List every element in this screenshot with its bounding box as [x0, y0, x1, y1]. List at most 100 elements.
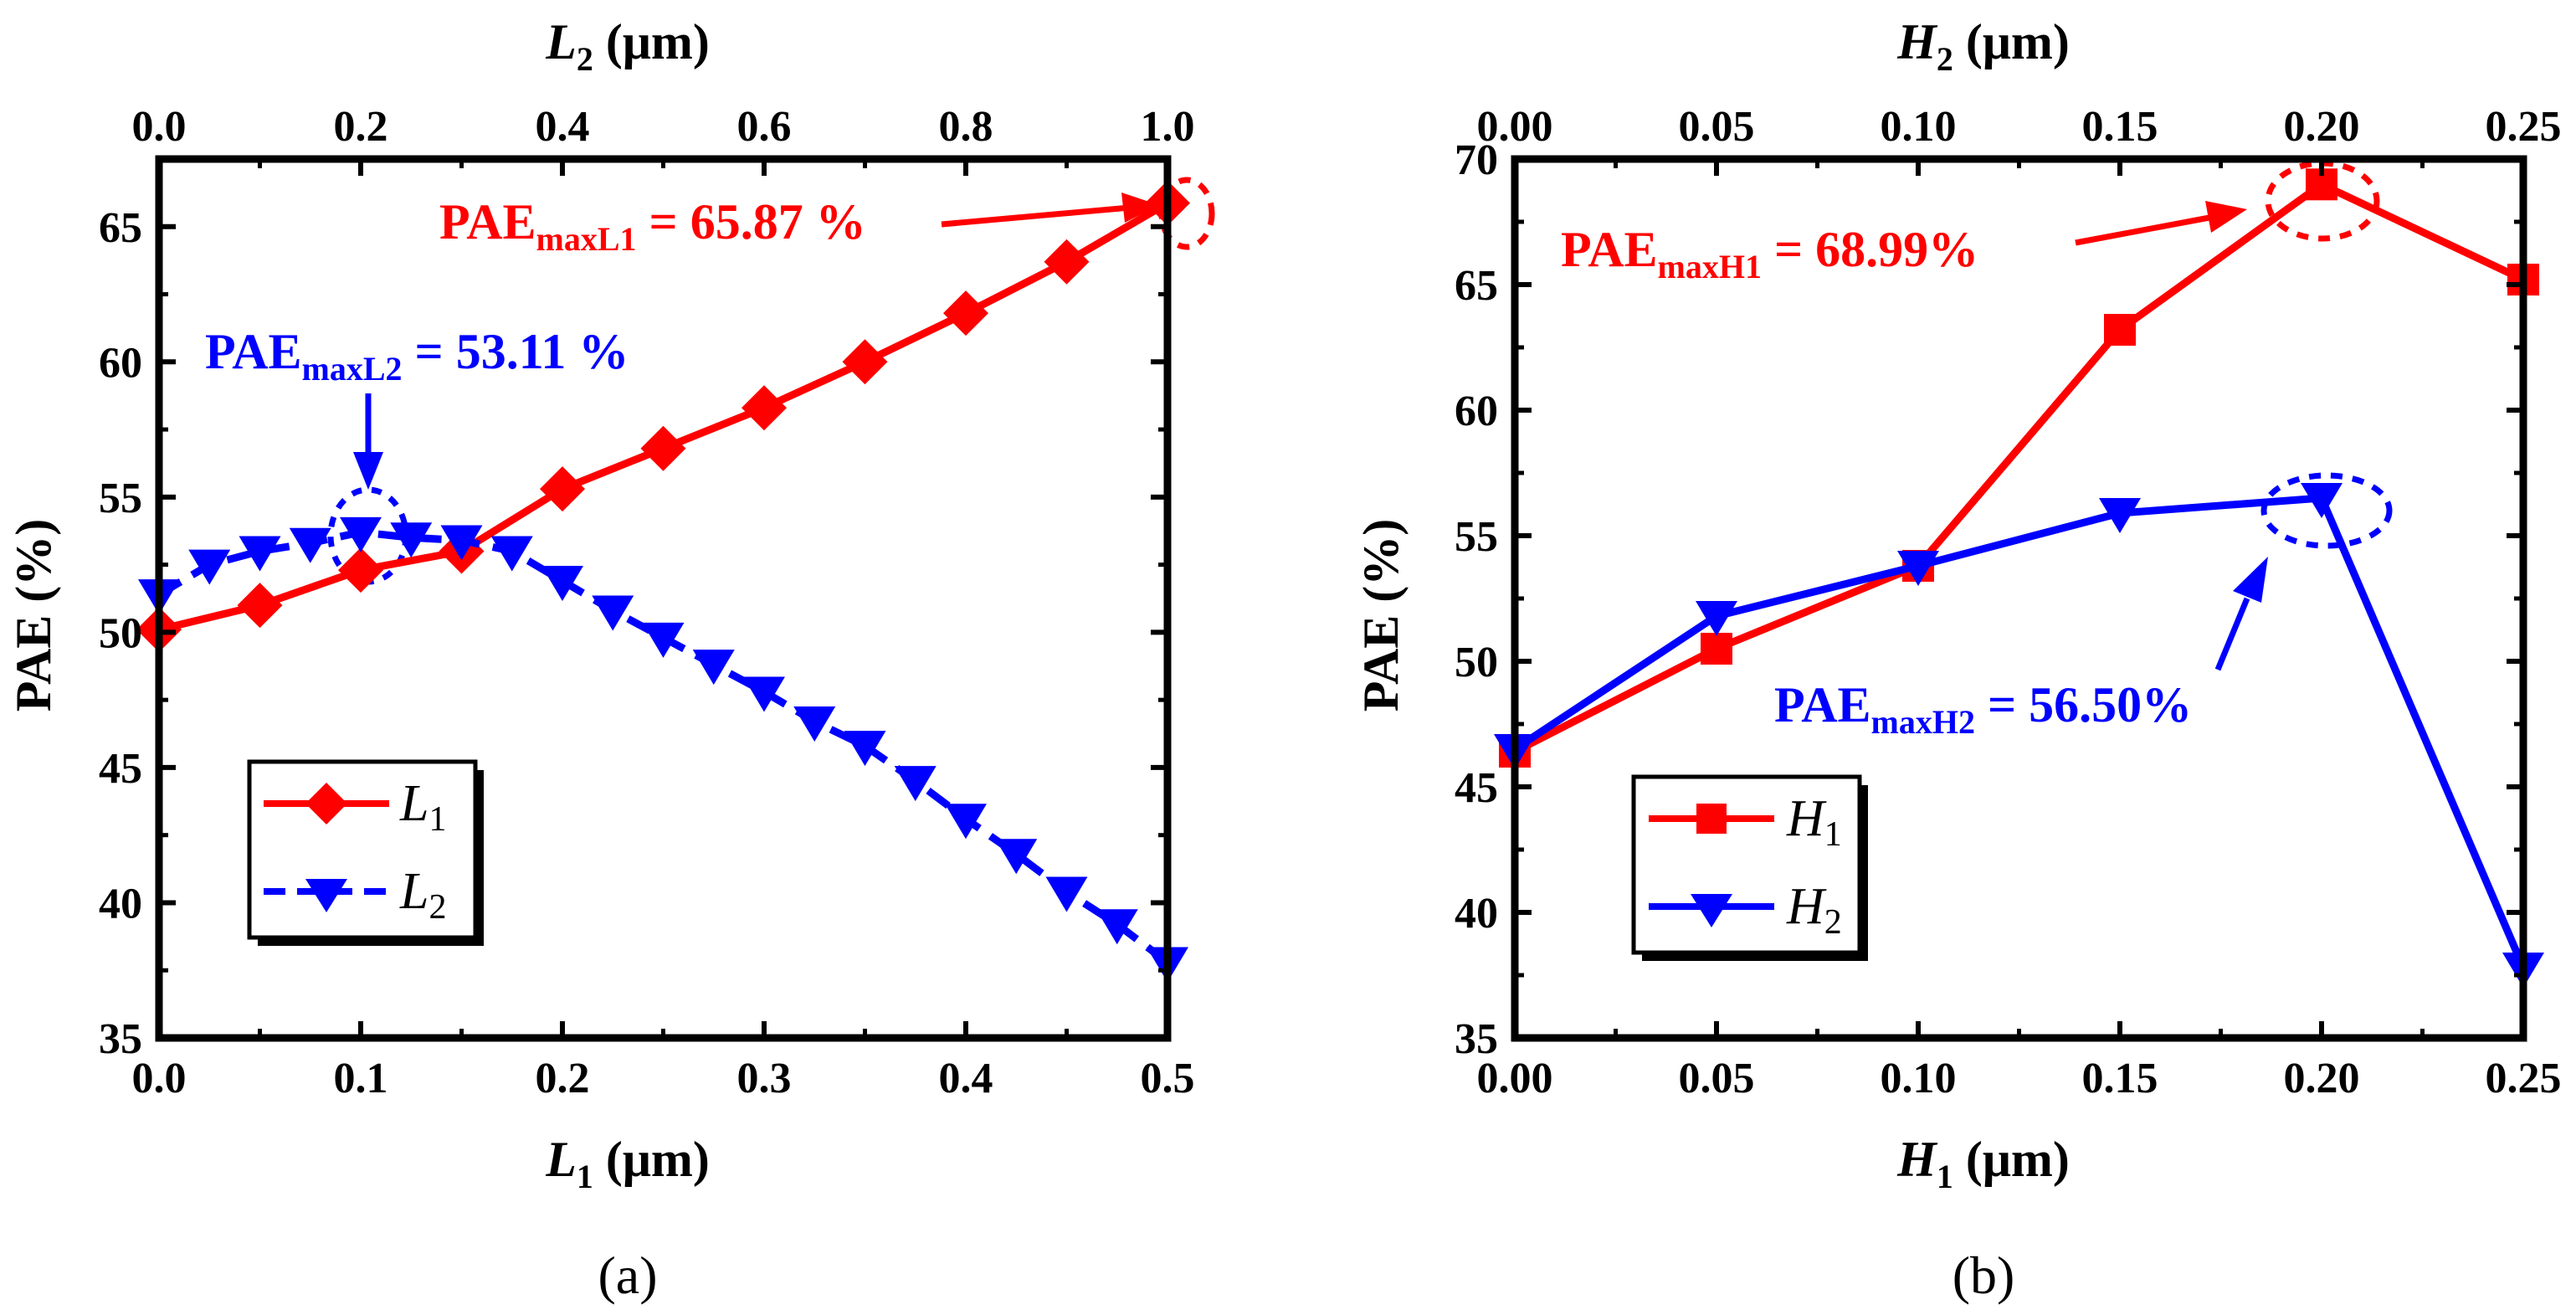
- data-point-l2-3: [289, 527, 331, 563]
- x2-tick-label: 0.25: [2486, 103, 2562, 151]
- y-tick-label: 50: [99, 609, 142, 657]
- data-point-h2-3: [2099, 498, 2141, 533]
- panel-b-legend-box: [1631, 774, 1862, 955]
- y-tick-label: 65: [99, 204, 142, 252]
- data-point-h2-1: [1696, 601, 1737, 636]
- series-line-l1: [157, 199, 1170, 634]
- data-point-l2-12: [743, 676, 785, 712]
- y-tick-label: 50: [1455, 639, 1498, 686]
- data-point-l2-5: [390, 522, 433, 558]
- legend-label-l2: L2: [399, 863, 446, 927]
- data-point-h1-1: [1701, 633, 1732, 665]
- y-tick-label: 60: [99, 339, 142, 387]
- x-tick-label: 0.10: [1881, 1055, 1957, 1102]
- x-tick-label: 0.00: [1477, 1055, 1553, 1102]
- data-point-l2-14: [844, 731, 886, 767]
- x-tick-label: 0.20: [2284, 1055, 2360, 1102]
- panel-b-legend: H1 H2: [1631, 774, 1868, 961]
- y-tick-label: 65: [1455, 262, 1498, 310]
- data-point-l2-2: [239, 536, 281, 572]
- x2-tick-label: 0.10: [1881, 103, 1957, 151]
- data-point-l2-11: [692, 650, 735, 686]
- x2-tick-label: 0.20: [2284, 103, 2360, 151]
- y-tick-label: 40: [1455, 890, 1498, 937]
- panel-a-y-axis-title: PAE (%): [6, 519, 61, 712]
- panel-b-arrowhead-h2: [2233, 557, 2268, 603]
- panel-b-plot: 0.00 0.05 0.10 0.15 0.20 0.25 0.00 0.05 0.10 0.15…: [1455, 103, 2562, 1102]
- panel-b-highlight-h2: [2260, 472, 2393, 549]
- legend-marker-h1: [1696, 804, 1727, 834]
- data-point-l2-6: [440, 525, 483, 561]
- legend-marker-l2: [305, 879, 347, 912]
- x2-tick-label: 0.8: [939, 103, 993, 151]
- data-point-l2-15: [894, 766, 936, 802]
- panel-b-y-axis-title: PAE (%): [1353, 519, 1409, 712]
- legend-marker-h2: [1691, 894, 1732, 927]
- x2-tick-label: 1.0: [1141, 103, 1195, 151]
- data-point-l1-2: [338, 547, 383, 593]
- data-point-l1-9: [1044, 239, 1090, 285]
- legend-label-h2: H2: [1786, 878, 1842, 942]
- panel-b-arrowhead-h1: [2205, 201, 2247, 233]
- panel-a-legend-box: [247, 759, 478, 940]
- y-tick-label: 45: [1455, 764, 1498, 812]
- x-tick-label: 0.5: [1141, 1055, 1195, 1102]
- data-point-l1-8: [943, 290, 988, 336]
- panel-b-top-axis-title: H2 (μm): [1896, 14, 2070, 78]
- data-point-h2-4: [2301, 483, 2343, 518]
- data-point-l2-7: [490, 536, 533, 572]
- x-tick-label: 0.15: [2082, 1055, 2158, 1102]
- y-tick-label: 45: [99, 745, 142, 793]
- y-tick-label: 35: [99, 1015, 142, 1063]
- x2-tick-label: 0.0: [132, 103, 187, 151]
- panel-a-legend: L1 L2: [247, 759, 484, 946]
- panel-a-bottom-axis-title: L1 (μm): [545, 1132, 710, 1195]
- x2-tick-label: 0.05: [1679, 103, 1755, 151]
- x2-tick-label: 0.4: [536, 103, 590, 151]
- panel-a: L2 (μm) L1 (μm) PAE (%) (a) PAEmaxL1 = 6…: [6, 14, 1215, 1305]
- x2-tick-label: 0.15: [2082, 103, 2158, 151]
- panel-a-annotation-l1: PAEmaxL1 = 65.87 %: [439, 194, 866, 258]
- panel-a-plot: 0.0 0.1 0.2 0.3 0.4 0.5 0.0 0.2 0.4 0.6 0.8 1.0 35 40…: [99, 103, 1195, 1102]
- x-tick-label: 0.05: [1679, 1055, 1755, 1102]
- panel-a-arrowhead-l2: [353, 452, 383, 490]
- data-point-l2-17: [995, 839, 1038, 875]
- x-tick-label: 0.4: [939, 1055, 993, 1102]
- legend-label-l1: L1: [399, 775, 446, 839]
- data-point-l2-10: [642, 622, 685, 658]
- panel-b-caption: (b): [1953, 1246, 2015, 1305]
- x-tick-label: 0.0: [132, 1055, 187, 1102]
- panel-b-annotation-h2: PAEmaxH2 = 56.50%: [1774, 677, 2192, 741]
- data-point-l1-7: [842, 339, 888, 385]
- panel-b-annotation-h1: PAEmaxH1 = 68.99%: [1561, 222, 1978, 285]
- data-point-l2-8: [541, 566, 583, 601]
- panel-a-arrow-l1: [941, 204, 1131, 228]
- data-point-l2-1: [188, 549, 231, 585]
- panel-a-top-axis-title: L2 (μm): [545, 14, 710, 78]
- x-tick-label: 0.2: [536, 1055, 590, 1102]
- x2-tick-label: 0.6: [737, 103, 792, 151]
- panel-b-bottom-axis-title: H1 (μm): [1896, 1132, 2070, 1195]
- panel-a-caption: (a): [598, 1246, 657, 1305]
- x-tick-label: 0.25: [2486, 1055, 2562, 1102]
- data-point-l1-6: [741, 385, 787, 431]
- data-point-l2-19: [1096, 909, 1138, 945]
- series-line-h1: [1512, 180, 2525, 756]
- data-point-l2-4: [340, 516, 382, 552]
- y-tick-label: 55: [99, 475, 142, 522]
- x2-tick-label: 0.00: [1477, 103, 1553, 151]
- data-point-l2-9: [592, 595, 634, 631]
- data-point-h1-3: [2104, 314, 2136, 346]
- y-tick-label: 55: [1455, 513, 1498, 561]
- data-point-l2-16: [945, 804, 987, 840]
- data-point-l2-18: [1045, 876, 1088, 912]
- series-line-h2: [1512, 494, 2527, 969]
- legend-label-h1: H1: [1786, 790, 1842, 854]
- y-tick-label: 35: [1455, 1015, 1498, 1063]
- y-tick-label: 40: [99, 880, 142, 927]
- x-tick-label: 0.1: [334, 1055, 388, 1102]
- data-point-l2-13: [793, 706, 836, 742]
- data-point-l1-4: [540, 466, 585, 512]
- data-point-l1-5: [640, 425, 686, 471]
